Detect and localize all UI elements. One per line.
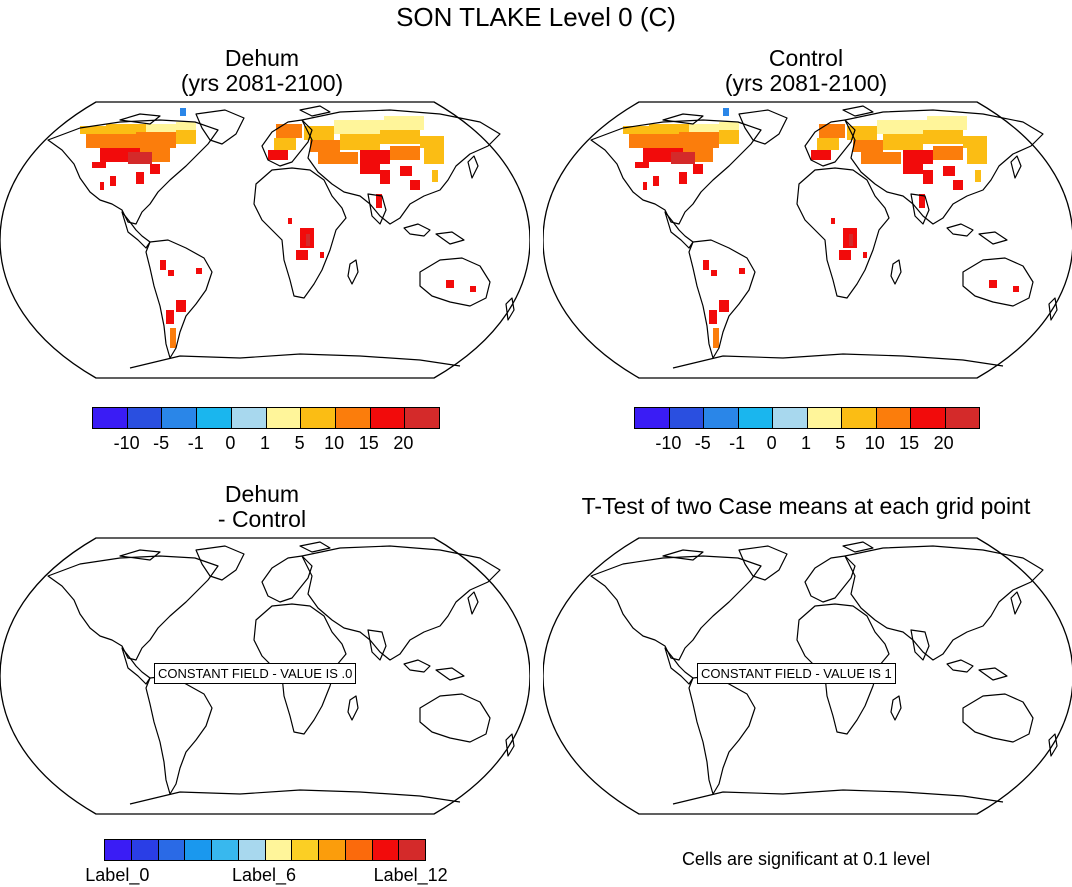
cbar1-swatch <box>162 408 198 428</box>
panel-3-title: Dehum - Control <box>122 482 402 532</box>
cbar2-swatch <box>807 408 842 428</box>
cbar1-tick-label: -1 <box>187 433 204 453</box>
panel-4-constant-label: CONSTANT FIELD - VALUE IS 1 <box>697 663 896 684</box>
cbar3-tick-label: Label_6 <box>231 865 297 885</box>
cbar3-swatch <box>399 840 425 860</box>
cbar1-tick-label: 10 <box>324 433 345 453</box>
cbar2-swatch <box>704 408 739 428</box>
panel-2-title-line1: Control <box>768 45 844 71</box>
cbar1-swatch <box>370 408 406 428</box>
panel-1-title-line1: Dehum <box>224 45 300 71</box>
cbar2-tick-label: -5 <box>694 433 711 453</box>
colorbar-left <box>92 407 440 429</box>
cbar2-tick-label: 15 <box>899 433 920 453</box>
cbar3-swatch <box>372 840 400 860</box>
panel-1-title: Dehum (yrs 2081-2100) <box>122 46 402 96</box>
cbar3-swatch <box>292 840 319 860</box>
cbar2-tick-label: 5 <box>835 433 846 453</box>
cbar1-swatch <box>231 408 267 428</box>
cbar1-tick-label: 5 <box>294 433 305 453</box>
cbar3-tick-label: Label_0 <box>85 865 150 885</box>
cbar3-swatch <box>238 840 266 860</box>
cbar2-tick-label: 1 <box>800 433 812 453</box>
cbar1-tick-label: -10 <box>113 433 140 453</box>
cbar3-swatch <box>131 840 159 860</box>
colorbar-bottom <box>104 839 426 861</box>
panel-3-title-line1: Dehum <box>224 481 300 507</box>
cbar2-swatch <box>876 408 911 428</box>
cbar1-tick-label: 0 <box>225 433 236 453</box>
cbar1-swatch <box>266 408 302 428</box>
panel-2-title-line2: (yrs 2081-2100) <box>724 70 888 96</box>
colorbar-right <box>634 407 980 429</box>
panel-2-title: Control (yrs 2081-2100) <box>666 46 946 96</box>
cbar3-swatch <box>105 840 132 860</box>
cbar2-tick-label: 0 <box>766 433 777 453</box>
cbar3-swatch <box>158 840 186 860</box>
cbar2-tick-label: 20 <box>933 433 954 453</box>
cbar2-swatch <box>669 408 704 428</box>
cbar1-swatch <box>93 408 128 428</box>
panel-3-constant-label: CONSTANT FIELD - VALUE IS .0 <box>154 663 357 684</box>
cbar2-swatch <box>842 408 877 428</box>
cbar2-tick-label: 10 <box>864 433 885 453</box>
cbar2-swatch <box>773 408 808 428</box>
cbar3-swatch <box>212 840 239 860</box>
cbar1-swatch <box>197 408 232 428</box>
cbar1-tick-label: -5 <box>153 433 170 453</box>
cbar1-tick-label: 20 <box>393 433 414 453</box>
cbar1-tick-label: 15 <box>358 433 379 453</box>
panel-4-title: T-Test of two Case means at each grid po… <box>581 493 1031 519</box>
cbar1-swatch <box>405 408 440 428</box>
panel-1-title-line2: (yrs 2081-2100) <box>180 70 344 96</box>
cbar2-swatch <box>911 408 946 428</box>
cbar3-swatch <box>185 840 212 860</box>
panel-1-map <box>0 101 530 379</box>
cbar1-swatch <box>335 408 371 428</box>
cbar1-swatch <box>127 408 163 428</box>
cbar1-swatch <box>301 408 336 428</box>
cbar2-swatch <box>738 408 773 428</box>
cbar2-tick-label: -1 <box>729 433 746 453</box>
cbar2-tick-label: -10 <box>655 433 682 453</box>
cbar2-swatch <box>945 408 979 428</box>
cbar3-tick-label: Label_12 <box>373 865 448 885</box>
panel-2-map <box>543 101 1072 379</box>
cbar3-swatch <box>345 840 373 860</box>
figure-title: SON TLAKE Level 0 (C) <box>396 2 676 32</box>
cbar3-swatch <box>319 840 346 860</box>
cbar3-swatch <box>265 840 293 860</box>
panel-3-title-line2: - Control <box>217 506 307 532</box>
cbar2-swatch <box>635 408 670 428</box>
significance-footnote: Cells are significant at 0.1 level <box>681 849 931 869</box>
cbar1-tick-label: 1 <box>259 433 271 453</box>
